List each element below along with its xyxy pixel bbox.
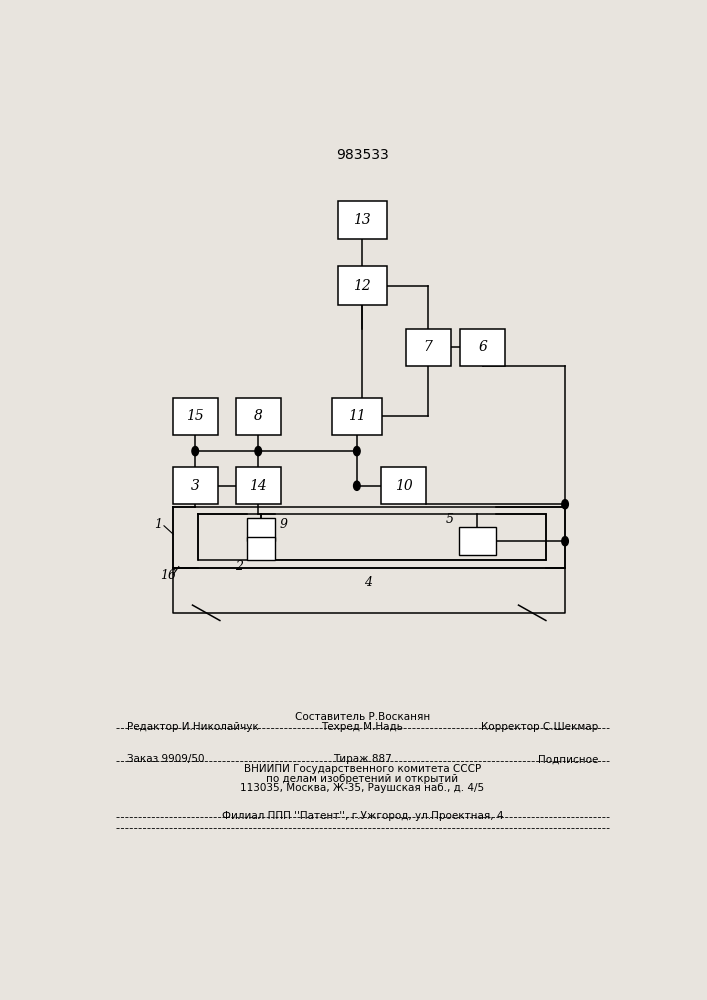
Circle shape: [562, 500, 568, 509]
Text: 1: 1: [155, 518, 163, 531]
Text: по делам изобретений и открытий: по делам изобретений и открытий: [267, 774, 458, 784]
Bar: [381, 467, 426, 504]
Text: 6: 6: [479, 340, 487, 354]
Text: Корректор С.Шекмар: Корректор С.Шекмар: [481, 722, 598, 732]
Bar: [247, 518, 275, 541]
Text: 4: 4: [364, 576, 372, 588]
Text: 9: 9: [279, 518, 288, 531]
Bar: [332, 398, 382, 435]
Text: Редактор И.Николайчук: Редактор И.Николайчук: [127, 722, 259, 732]
Text: 8: 8: [254, 409, 263, 423]
Text: Техред М.Надь: Техред М.Надь: [322, 722, 403, 732]
Text: Тираж 887: Тираж 887: [333, 754, 392, 764]
Text: 11: 11: [348, 409, 366, 423]
Text: Составитель Р.Восканян: Составитель Р.Восканян: [295, 712, 430, 722]
Text: 12: 12: [354, 279, 371, 293]
Bar: [173, 398, 218, 435]
Bar: [338, 266, 387, 305]
Bar: [235, 398, 281, 435]
Text: 7: 7: [423, 340, 433, 354]
Text: Подписное: Подписное: [537, 754, 598, 764]
Bar: [406, 329, 450, 366]
Circle shape: [354, 481, 360, 490]
Text: 15: 15: [187, 409, 204, 423]
Bar: [247, 537, 275, 560]
Circle shape: [354, 446, 360, 456]
Text: ВНИИПИ Государственного комитета СССР: ВНИИПИ Государственного комитета СССР: [244, 764, 481, 774]
Text: 5: 5: [445, 513, 453, 526]
Text: 16: 16: [160, 569, 176, 582]
Bar: [235, 467, 281, 504]
Text: 10: 10: [395, 479, 412, 493]
Text: 983533: 983533: [336, 148, 389, 162]
Circle shape: [192, 446, 199, 456]
Text: 14: 14: [250, 479, 267, 493]
Text: 2: 2: [235, 560, 243, 573]
Circle shape: [255, 446, 262, 456]
Bar: [173, 467, 218, 504]
Text: 3: 3: [191, 479, 199, 493]
Bar: [338, 201, 387, 239]
Bar: [459, 527, 496, 555]
Text: Филиал ППП ''Патент'', г.Ужгород, ул.Проектная, 4: Филиал ППП ''Патент'', г.Ужгород, ул.Про…: [221, 811, 503, 821]
Circle shape: [562, 537, 568, 546]
Text: 13: 13: [354, 213, 371, 227]
Text: Заказ 9909/50: Заказ 9909/50: [127, 754, 204, 764]
Text: 113035, Москва, Ж-35, Раушская наб., д. 4/5: 113035, Москва, Ж-35, Раушская наб., д. …: [240, 783, 484, 793]
Bar: [460, 329, 506, 366]
